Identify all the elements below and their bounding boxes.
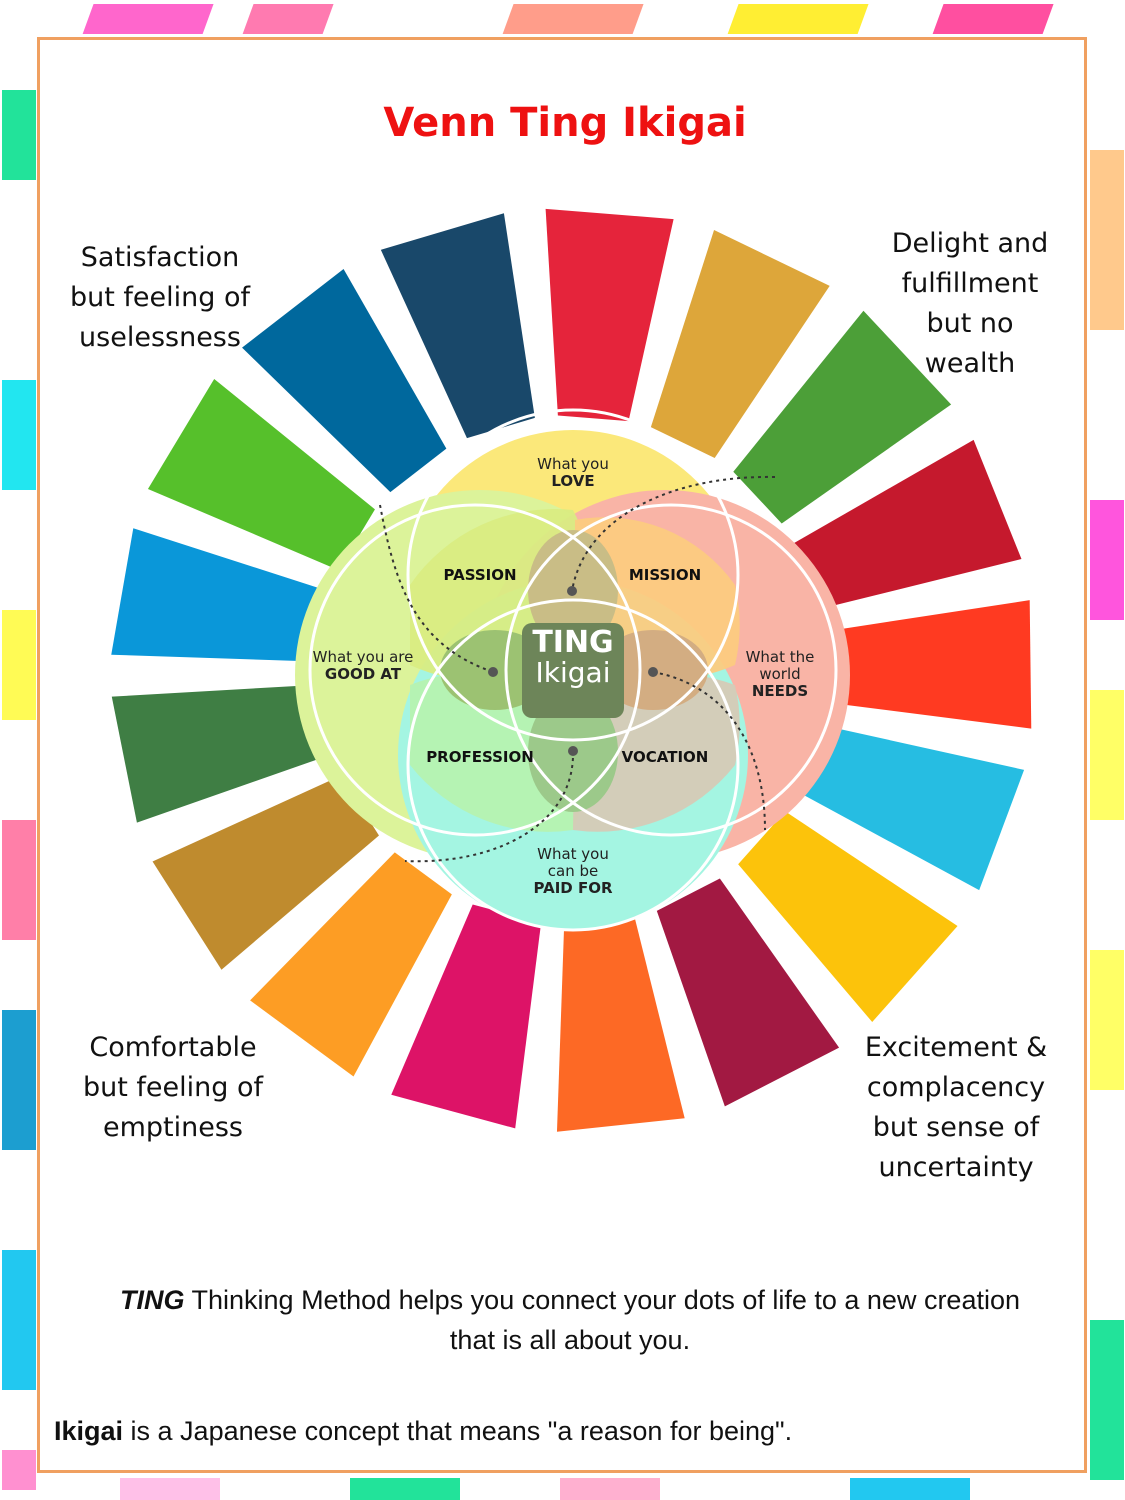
profession-label: PROFESSION (426, 748, 534, 766)
center-ting-ikigai (522, 623, 624, 718)
passion-label: PASSION (443, 566, 516, 584)
mission-label: MISSION (629, 566, 701, 584)
wheel-segment (733, 310, 952, 524)
corner-line: fulfillment (901, 268, 1039, 299)
ikigai-definition-text: is a Japanese concept that means "a reas… (123, 1416, 793, 1446)
wheel-segment (545, 208, 674, 422)
wheel-segment (794, 439, 1022, 609)
corner-line: complacency (866, 1072, 1046, 1103)
corner-label-bottom-left: Comfortable but feeling of emptiness (60, 1028, 286, 1148)
ting-description-line2: that is all about you. (449, 1325, 691, 1355)
corner-line: but sense of (872, 1112, 1040, 1143)
wheel-segment (152, 775, 379, 970)
corner-label-top-left: Satisfaction but feeling of uselessness (50, 238, 270, 358)
dotted-connectors (379, 475, 776, 863)
corner-line: but no (926, 308, 1014, 339)
wheel-segment (111, 528, 331, 662)
world-needs-label-line3: NEEDS (752, 682, 808, 700)
corner-line: but feeling of (82, 1072, 263, 1103)
wheel-segment (111, 684, 333, 823)
paid-for-label-line1: What you (537, 845, 609, 863)
good-at-label-line1: What you are (313, 648, 414, 666)
corner-line: uncertainty (878, 1152, 1034, 1183)
ikigai-bold: Ikigai (54, 1416, 124, 1446)
corner-label-bottom-right: Excitement & complacency but sense of un… (838, 1028, 1074, 1188)
corner-line: emptiness (103, 1112, 243, 1143)
page-title: Venn Ting Ikigai (383, 100, 747, 146)
stripe-bottom (120, 1478, 970, 1500)
love-label-line2: LOVE (551, 472, 594, 490)
center-label-ting: TING (532, 625, 613, 660)
stripe-left (2, 90, 36, 1490)
wheel-segment (242, 268, 447, 493)
corner-line: Excitement & (864, 1032, 1048, 1063)
wheel-segment (825, 600, 1032, 729)
stripe-top (82, 4, 1054, 34)
corner-line: Comfortable (89, 1032, 257, 1063)
wheel-segment (650, 230, 830, 458)
ikigai-definition: Ikigai is a Japanese concept that means … (54, 1416, 1064, 1447)
wheel-segment (380, 213, 535, 439)
world-needs-label-line2: world (759, 665, 800, 683)
corner-line: uselessness (79, 322, 241, 353)
center-label-ikigai: Ikigai (536, 656, 611, 689)
ikigai-wheel-diagram: What you LOVE What you are GOOD AT What … (111, 208, 1032, 1132)
wheel-segment (656, 878, 840, 1107)
paid-for-label-line2: can be (548, 862, 598, 880)
corner-line: but feeling of (69, 282, 250, 313)
connector-dots (488, 586, 658, 756)
vocation-label: VOCATION (622, 748, 709, 766)
wheel-segment (147, 378, 375, 571)
ting-description: TING Thinking Method helps you connect y… (70, 1280, 1070, 1360)
good-at-label-line2: GOOD AT (325, 665, 402, 683)
world-needs-label-line1: What the (746, 648, 815, 666)
wheel-segment (556, 917, 685, 1132)
corner-line: Satisfaction (80, 242, 240, 273)
wheel-segments (111, 208, 1032, 1132)
corner-label-top-right: Delight and fulfillment but no wealth (870, 224, 1070, 384)
wheel-segment (250, 852, 452, 1077)
wheel-segment (391, 904, 542, 1129)
corner-line: Delight and (891, 228, 1049, 259)
ting-emphasis: TING (120, 1285, 185, 1315)
stripe-right (1090, 150, 1124, 1480)
love-label-line1: What you (537, 455, 609, 473)
wheel-segment (738, 811, 958, 1023)
paid-for-label-line3: PAID FOR (533, 879, 612, 897)
corner-line: wealth (924, 348, 1016, 379)
ting-description-text: Thinking Method helps you connect your d… (184, 1285, 1021, 1315)
venn-outlines (308, 408, 838, 932)
wheel-segment (797, 725, 1025, 891)
